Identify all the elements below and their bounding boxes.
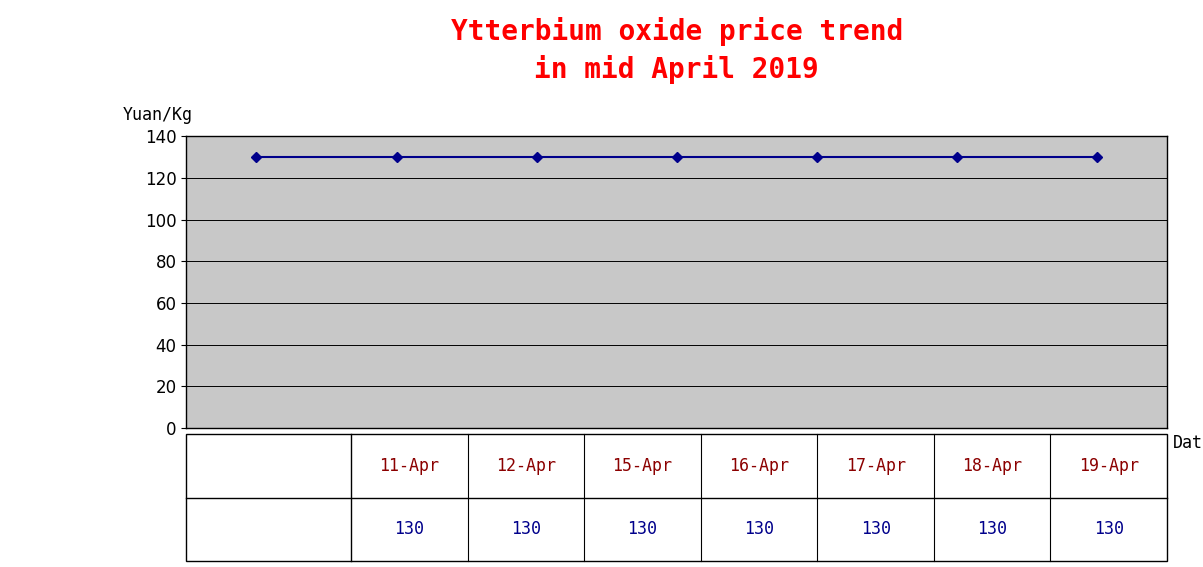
Text: 130: 130	[860, 521, 890, 539]
Text: 19-Apr: 19-Apr	[1079, 456, 1139, 475]
Text: 130: 130	[743, 521, 774, 539]
Text: Yb203  ≥99.99%: Yb203 ≥99.99%	[231, 522, 358, 537]
Text: 12-Apr: 12-Apr	[496, 456, 556, 475]
Text: 17-Apr: 17-Apr	[846, 456, 906, 475]
Text: 16-Apr: 16-Apr	[729, 456, 789, 475]
Text: 130: 130	[628, 521, 658, 539]
Text: Date: Date	[1173, 434, 1203, 452]
Text: 130: 130	[395, 521, 425, 539]
Text: 130: 130	[511, 521, 541, 539]
Text: 11-Apr: 11-Apr	[379, 456, 439, 475]
Text: 15-Apr: 15-Apr	[612, 456, 672, 475]
Text: 18-Apr: 18-Apr	[962, 456, 1023, 475]
Text: 130: 130	[977, 521, 1007, 539]
Text: 130: 130	[1094, 521, 1124, 539]
Text: Ytterbium oxide price trend
in mid April 2019: Ytterbium oxide price trend in mid April…	[451, 17, 902, 84]
Text: Yuan/Kg: Yuan/Kg	[123, 107, 192, 124]
